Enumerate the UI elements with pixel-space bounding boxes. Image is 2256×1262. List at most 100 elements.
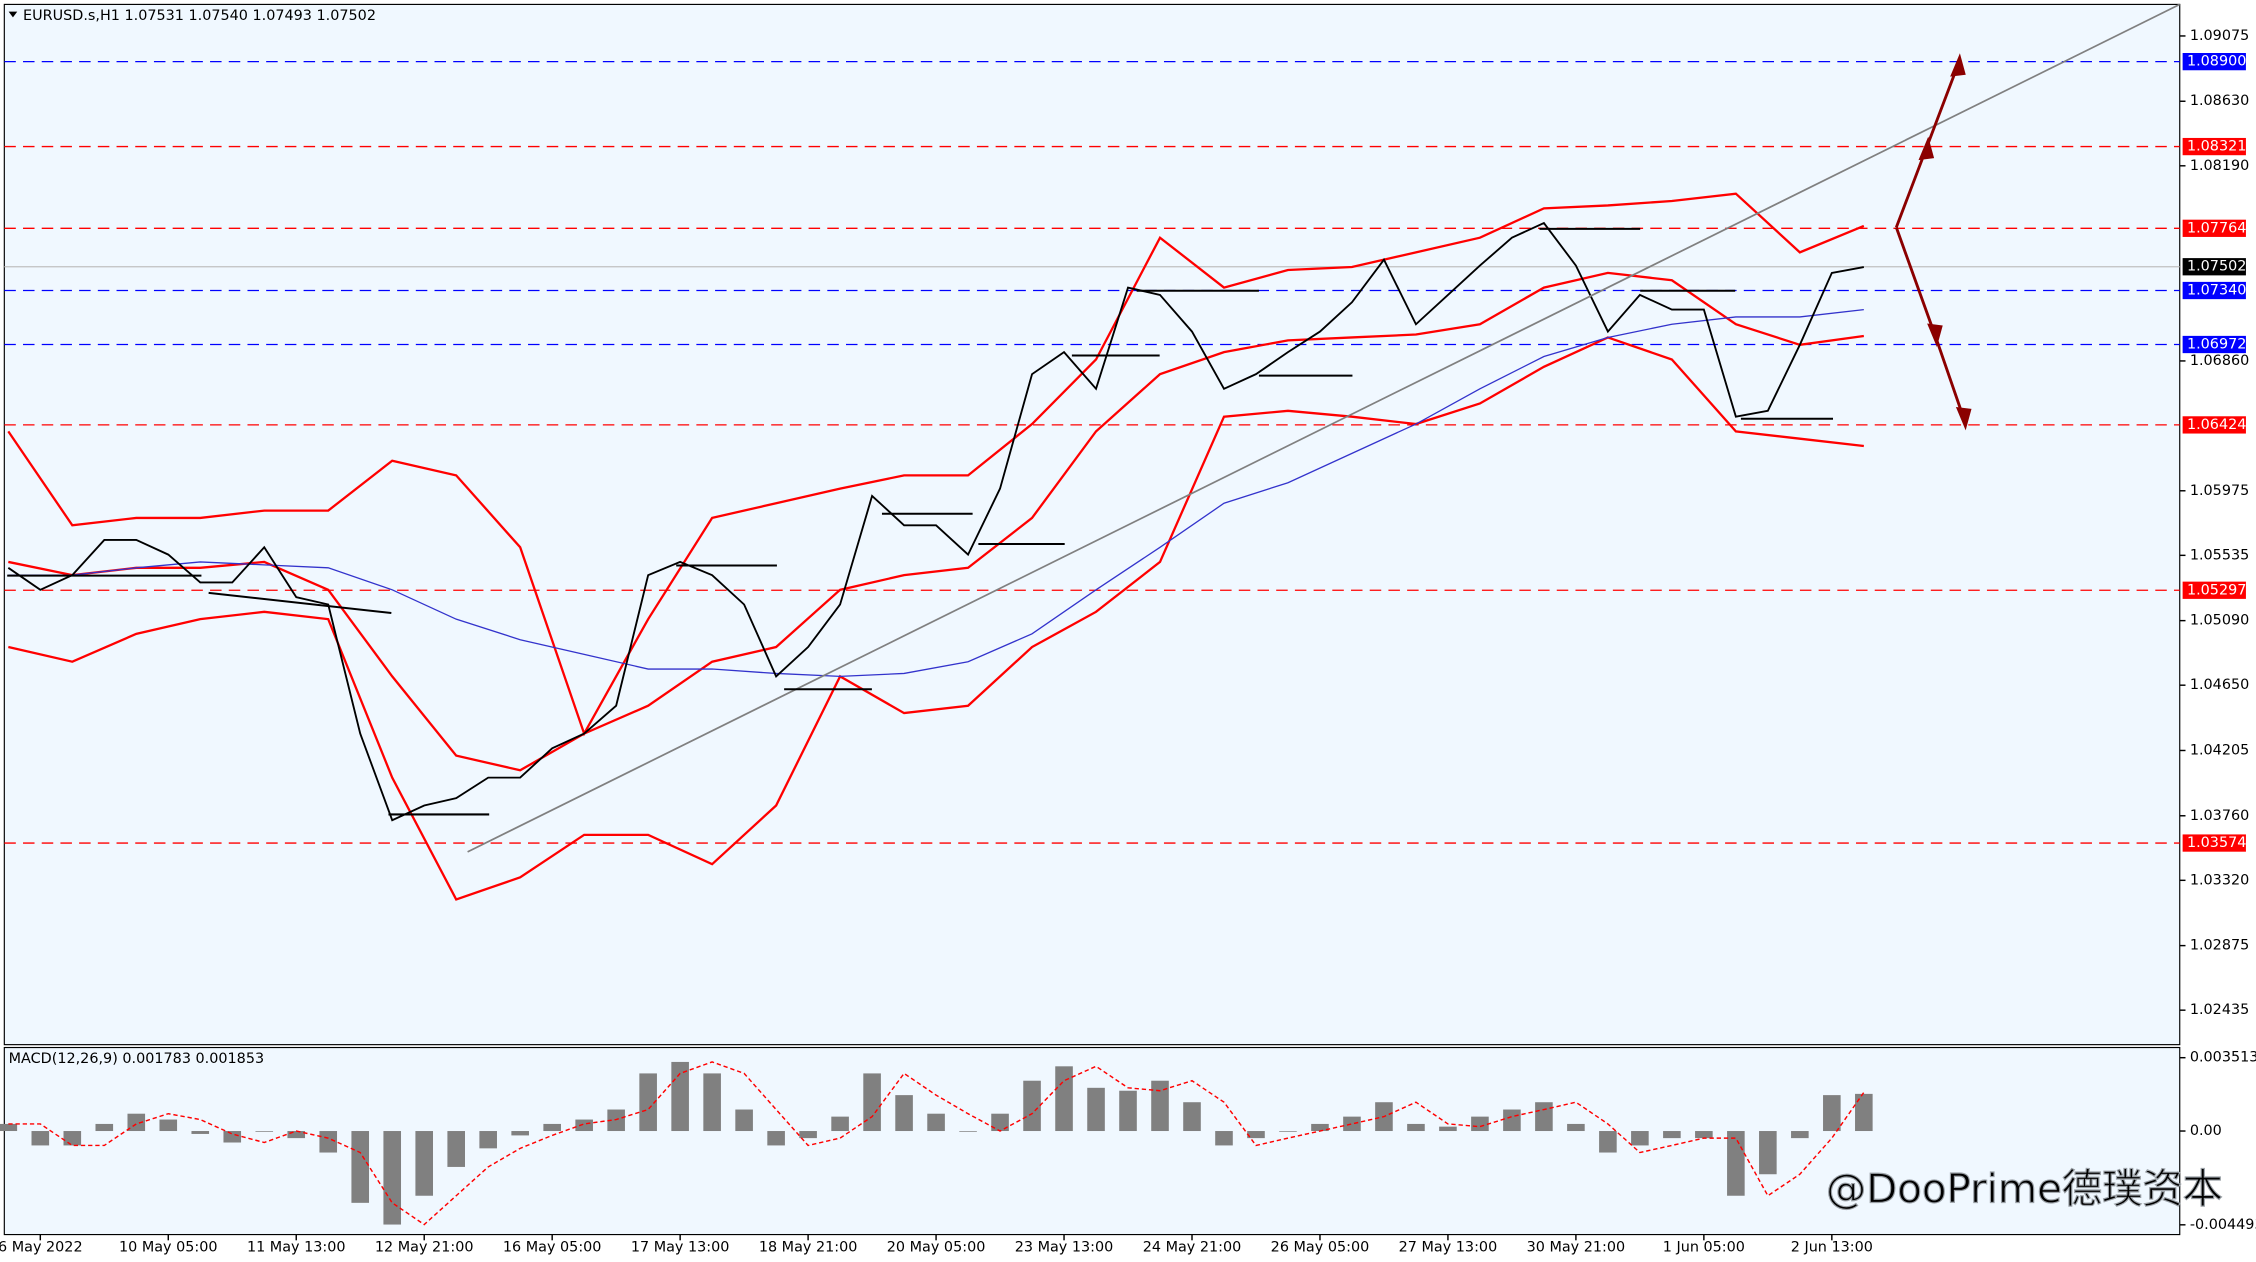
macd-bar [383,1131,402,1225]
segment [208,591,392,615]
level-badge [2182,219,2246,237]
x-tick-label: 27 May 13:00 [1399,1240,1498,1256]
y-tick-label: 1.04205 [2190,742,2249,758]
current-label: 1.07502 [2187,259,2246,275]
menu-arrow [8,11,18,18]
macd-bar [1183,1102,1201,1132]
y-tick-label: 1.08190 [2190,158,2249,174]
trend-line [467,3,2181,853]
macd-bar [1151,1080,1169,1132]
macd-bar [703,1073,721,1132]
indicator-line [7,192,1865,737]
macd-bar [63,1131,82,1146]
macd-bar [0,1123,18,1132]
level-label: 1.06424 [2187,417,2246,433]
macd-bar [319,1131,338,1153]
x-tick-label: 16 May 05:00 [503,1240,602,1256]
y-tick-label: 1.09075 [2190,28,2249,44]
y-tick-label: 1.05975 [2190,483,2249,499]
x-tick-label: 26 May 05:00 [1271,1240,1370,1256]
current-badge [2182,258,2246,276]
level-segments [7,227,1833,816]
macd-header: MACD(12,26,9) 0.001783 0.001853 [9,1051,265,1067]
y-tick-label: 0.003513 [2190,1050,2256,1066]
macd-bar [1023,1080,1041,1132]
level-label: 1.03574 [2187,835,2246,851]
price-line [7,221,1865,822]
y-tick-label: 1.02875 [2190,938,2249,954]
macd-bar [1471,1116,1489,1132]
macd-bar [1055,1066,1073,1132]
macd-bar [415,1131,434,1196]
level-badge [2182,137,2246,156]
macd-bar [1599,1131,1617,1153]
macd-bar [1247,1131,1265,1139]
y-tick-label: 1.03760 [2190,808,2249,824]
indicator-line [8,336,1864,901]
macd-bar [863,1073,881,1132]
macd-bar [895,1095,913,1132]
macd-bar [543,1123,561,1132]
x-tick-label: 18 May 21:00 [759,1240,858,1256]
macd-bar [831,1116,849,1132]
symbol-header: EURUSD.s,H1 1.07531 1.07540 1.07493 1.07… [23,8,376,24]
level-badge [2182,581,2246,599]
y-tick-label: 0.00 [2190,1123,2222,1139]
x-tick-label: 23 May 13:00 [1015,1240,1114,1256]
macd-bar [1215,1131,1233,1146]
y-tick-label: 1.06860 [2190,353,2249,369]
y-tick-label: 1.05090 [2190,613,2249,629]
macd-bar [1695,1131,1713,1139]
macd-bar [735,1109,753,1132]
macd-bar [95,1123,114,1132]
macd-bar [127,1113,146,1132]
x-tick-label: 6 May 2022 [0,1240,83,1256]
x-tick-label: 10 May 05:00 [119,1240,218,1256]
macd-bar [639,1073,657,1132]
level-badge [2182,834,2246,852]
x-tick-label: 11 May 13:00 [247,1240,346,1256]
macd-bar [767,1131,785,1146]
level-label: 1.07764 [2187,220,2246,236]
macd-bar [1663,1131,1681,1139]
macd-bar [479,1131,497,1149]
level-label: 1.08321 [2187,139,2246,155]
x-tick-label: 1 Jun 05:00 [1663,1240,1745,1256]
macd-bar [1119,1090,1137,1132]
macd-bar [31,1131,50,1146]
y-tick-label: -0.004493 [2190,1217,2256,1233]
x-tick-label: 2 Jun 13:00 [1791,1240,1873,1256]
arrow-head [1950,53,1966,77]
arrow-head [1918,136,1935,161]
y-tick-label: 1.05535 [2190,547,2249,563]
signal-line [8,1061,1865,1226]
macd-bar [511,1131,529,1136]
y-tick-label: 1.03320 [2190,872,2249,888]
macd-bar [1759,1131,1777,1175]
macd-bar [575,1119,593,1132]
x-tick-label: 24 May 21:00 [1143,1240,1242,1256]
x-tick-label: 30 May 21:00 [1527,1240,1626,1256]
macd-bar [159,1119,178,1132]
macd-bar [1279,1131,1297,1132]
macd-bar [959,1131,977,1132]
macd-bar [1407,1123,1425,1132]
macd-bar [1439,1126,1457,1132]
level-badge [2182,281,2246,300]
macd-bar [1343,1116,1361,1132]
macd-bar [1503,1109,1521,1132]
level-label: 1.05297 [2187,582,2246,598]
macd-bar [1535,1102,1553,1132]
level-badge [2182,335,2246,354]
macd-bar [799,1131,817,1139]
forecast-arrows [1894,53,1972,431]
macd-bar [351,1131,370,1203]
y-tick-label: 1.02435 [2190,1002,2249,1018]
arrow-head [1927,323,1943,347]
macd-bar [255,1131,274,1132]
macd-bar [1823,1095,1841,1132]
indicator-line [8,308,1864,678]
y-tick-label: 1.04650 [2190,677,2249,693]
macd-bar [927,1113,945,1132]
macd-bar [1567,1123,1585,1132]
